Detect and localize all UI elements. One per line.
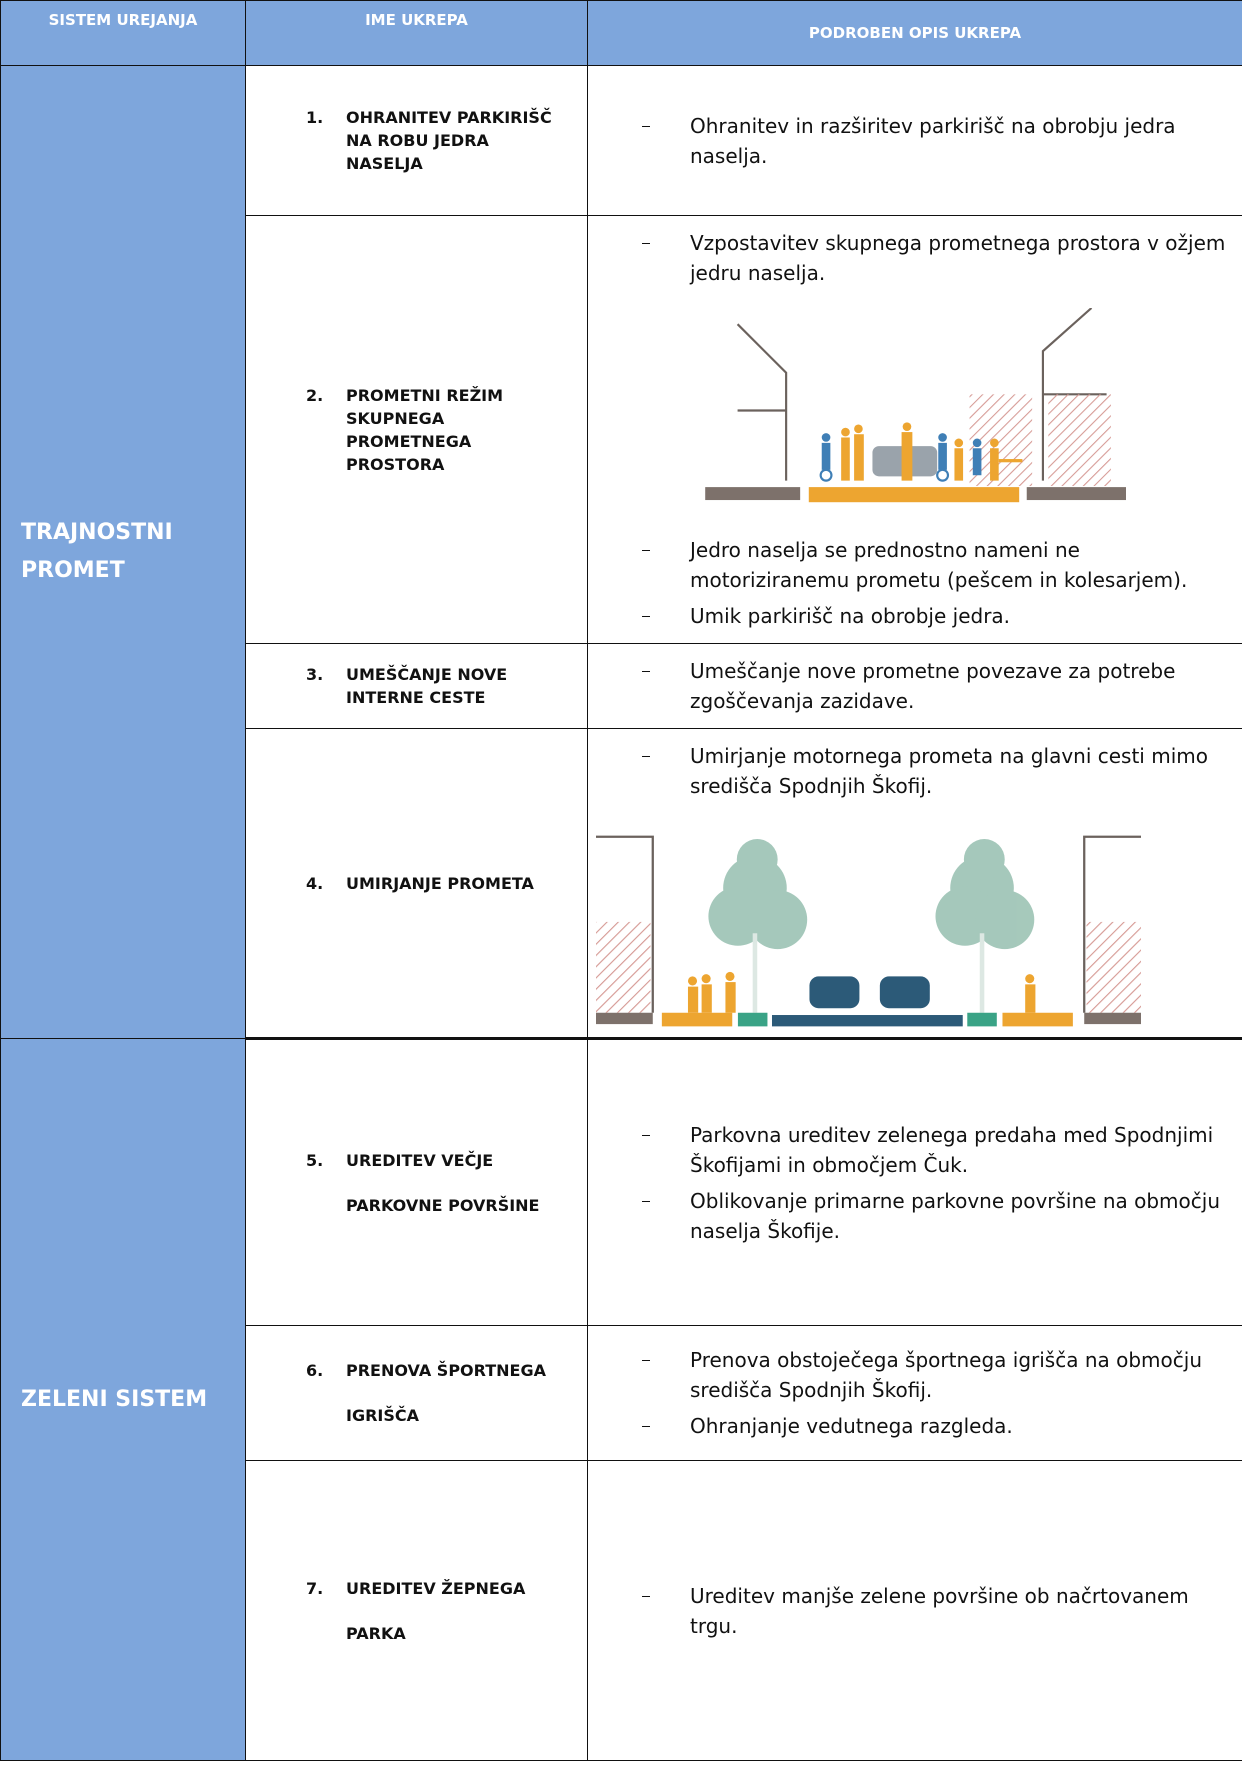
bullet: Oblikovanje primarne parkovne površine n… <box>588 1186 1232 1246</box>
row: 2. PROMETNI REŽIM SKUPNEGA PROMETNEGA PRO… <box>1 215 1242 644</box>
name-cell: 2. PROMETNI REŽIM SKUPNEGA PROMETNEGA PRO… <box>245 215 588 644</box>
header-row: SISTEM UREJANJA IME UKREPA PODROBEN OPIS… <box>0 0 1242 66</box>
name-text: OHRANITEV PARKIRIŠČ NA ROBU JEDRA NASELJ… <box>346 108 552 173</box>
name: 5. UREDITEV VEČJE PARKOVNE POVRŠINE <box>246 1138 587 1228</box>
number: 3. <box>306 665 324 684</box>
dash <box>642 1200 650 1202</box>
header-cell: IME UKREPA <box>245 0 588 66</box>
name-cell: 4. UMIRJANJE PROMETA <box>245 728 588 1040</box>
desc-cell: Ohranitev in razširitev parkirišč na obr… <box>587 65 1242 216</box>
desc-cell: Parkovna ureditev zelenega predaha med S… <box>587 1038 1242 1326</box>
bullet-text: Parkovna ureditev zelenega predaha med S… <box>690 1122 1214 1177</box>
row: 7. UREDITEV ŽEPNEGA PARKA Ureditev manjše… <box>1 1460 1242 1761</box>
dash <box>642 1595 650 1597</box>
group-text: ZELENI SISTEM <box>21 1386 208 1412</box>
group-text: TRAJNOSTNI PROMET <box>21 520 173 583</box>
bullet-text: Ohranjanje vedutnega razgleda. <box>690 1414 1013 1438</box>
name-cell: 3. UMEŠČANJE NOVE INTERNE CESTE <box>245 643 588 729</box>
dash <box>642 1360 650 1361</box>
name-text: PROMETNI REŽIM SKUPNEGA PROMETNEGA PROST… <box>346 385 504 474</box>
number: 1. <box>306 108 324 127</box>
name-cell: 5. UREDITEV VEČJE PARKOVNE POVRŠINE <box>245 1038 588 1326</box>
desc-cell: Umeščanje nove prometne povezave za potr… <box>587 643 1242 729</box>
bullet: Ohranitev in razširitev parkirišč na obr… <box>588 111 1232 171</box>
bullet-text: Umirjanje motornega prometa na glavni ce… <box>690 744 1208 798</box>
bullet: Prenova obstoječega športnega igrišča na… <box>588 1345 1232 1405</box>
name-text: PRENOVA ŠPORTNEGA IGRIŠČA <box>346 1361 546 1425</box>
desc-cell: Ureditev manjše zelene površine ob načrt… <box>587 1460 1242 1761</box>
dash <box>642 550 650 551</box>
group-label: TRAJNOSTNI PROMET <box>0 65 246 1039</box>
bullet-text: Vzpostavitev skupnega prometnega prostor… <box>690 231 1226 285</box>
name: 7. UREDITEV ŽEPNEGA PARKA <box>246 1566 587 1656</box>
name: 4. UMIRJANJE PROMETA <box>246 872 587 895</box>
bullet-text: Umik parkirišč na obrobje jedra. <box>690 604 1011 628</box>
bullet: Umeščanje nove prometne povezave za potr… <box>588 656 1232 716</box>
name-cell: 7. UREDITEV ŽEPNEGA PARKA <box>245 1460 588 1761</box>
name-cell: 1. OHRANITEV PARKIRIŠČ NA ROBU JEDRA NASE… <box>245 65 588 216</box>
header-cell: PODROBEN OPIS UKREPA <box>587 0 1242 66</box>
name-cell: 6. PRENOVA ŠPORTNEGA IGRIŠČA <box>245 1325 588 1461</box>
desc-cell: Vzpostavitev skupnega prometnega prostor… <box>587 215 1242 644</box>
number: 2. <box>306 385 324 405</box>
name: 2. PROMETNI REŽIM SKUPNEGA PROMETNEGA PRO… <box>246 384 587 476</box>
name-text: UREDITEV VEČJE PARKOVNE POVRŠINE <box>346 1150 540 1215</box>
bullet: Ureditev manjše zelene površine ob načrt… <box>588 1581 1232 1641</box>
row: TRAJNOSTNI PROMET 1. OHRANITEV PARKIRIŠČ … <box>0 65 1242 1039</box>
bullet-text: Umeščanje nove prometne povezave za potr… <box>690 659 1176 713</box>
dash <box>642 1426 650 1427</box>
bullet-text: Ohranitev in razširitev parkirišč na obr… <box>690 113 1176 168</box>
name: 1. OHRANITEV PARKIRIŠČ NA ROBU JEDRA NASE… <box>246 106 587 175</box>
number: 6. <box>306 1361 324 1380</box>
bullet-text: Prenova obstoječega športnega igrišča na… <box>690 1348 1202 1402</box>
bullet: Umirjanje motornega prometa na glavni ce… <box>588 741 1232 801</box>
number: 5. <box>306 1150 324 1170</box>
bullet: Jedro naselja se prednostno nameni ne mo… <box>588 535 1232 595</box>
street-illustration <box>596 835 1141 1027</box>
bullet-text: Jedro naselja se prednostno nameni ne mo… <box>690 538 1188 592</box>
bullet-text: Oblikovanje primarne parkovne površine n… <box>690 1188 1220 1243</box>
dash <box>642 243 650 244</box>
street-illustration <box>705 308 1126 503</box>
row: 4. UMIRJANJE PROMETA Umirjanje motornega … <box>1 728 1242 1040</box>
desc-cell: Umirjanje motornega prometa na glavni ce… <box>587 728 1242 1040</box>
dash <box>642 616 650 617</box>
number: 4. <box>306 873 324 893</box>
row: ZELENI SISTEM 5. UREDITEV VEČJE PARKOVNE … <box>0 1038 1242 1761</box>
name: 3. UMEŠČANJE NOVE INTERNE CESTE <box>246 663 587 709</box>
dash <box>642 125 650 127</box>
row: 3. UMEŠČANJE NOVE INTERNE CESTE Umeščanje… <box>1 643 1242 729</box>
number: 7. <box>306 1578 324 1598</box>
group-label: ZELENI SISTEM <box>0 1038 246 1761</box>
dash <box>642 1134 650 1136</box>
dash <box>642 671 650 672</box>
bullet-text: Ureditev manjše zelene površine ob načrt… <box>690 1583 1189 1638</box>
name-text: UREDITEV ŽEPNEGA PARKA <box>346 1578 526 1643</box>
name-text: UMIRJANJE PROMETA <box>346 873 534 893</box>
bullet: Parkovna ureditev zelenega predaha med S… <box>588 1120 1232 1180</box>
bullet: Umik parkirišč na obrobje jedra. <box>588 601 1232 631</box>
row: 6. PRENOVA ŠPORTNEGA IGRIŠČA Prenova obst… <box>1 1325 1242 1461</box>
bullet: Ohranjanje vedutnega razgleda. <box>588 1411 1232 1441</box>
name: 6. PRENOVA ŠPORTNEGA IGRIŠČA <box>246 1348 587 1438</box>
name-text: UMEŠČANJE NOVE INTERNE CESTE <box>346 665 508 707</box>
header-cell: SISTEM UREJANJA <box>0 0 246 66</box>
dash <box>642 756 650 757</box>
desc-cell: Prenova obstoječega športnega igrišča na… <box>587 1325 1242 1461</box>
bullet: Vzpostavitev skupnega prometnega prostor… <box>588 228 1232 288</box>
